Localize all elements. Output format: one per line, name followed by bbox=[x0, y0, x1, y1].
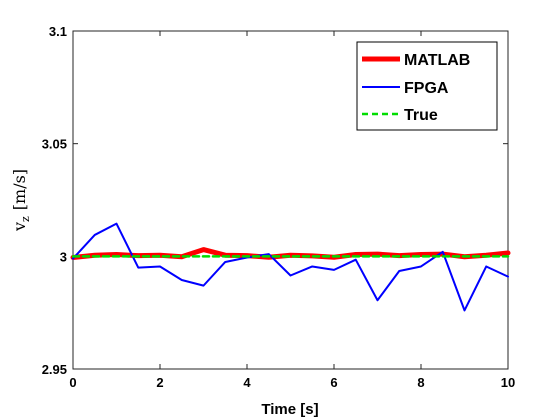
legend-fpga-label: FPGA bbox=[404, 80, 449, 97]
y-tick-label: 3.1 bbox=[49, 24, 67, 39]
x-tick-label: 2 bbox=[156, 375, 163, 390]
y-axis-label-units: [m/s] bbox=[10, 169, 29, 210]
x-tick-label: 4 bbox=[243, 375, 251, 390]
series-lines bbox=[70, 222, 511, 312]
x-tick-label: 0 bbox=[69, 375, 76, 390]
y-axis-label: vz [m/s] bbox=[10, 169, 32, 232]
legend-matlab-label: MATLAB bbox=[404, 52, 470, 69]
x-tick-label: 6 bbox=[330, 375, 337, 390]
x-axis-label: Time [s] bbox=[261, 401, 318, 418]
axis-ticks: 0 2 4 6 8 10 2.95 3 3.05 3.1 bbox=[42, 24, 516, 390]
legend-true-label: True bbox=[404, 107, 438, 124]
y-tick-label: 3 bbox=[60, 249, 67, 264]
y-tick-label: 3.05 bbox=[42, 137, 67, 152]
x-tick-label: 8 bbox=[417, 375, 424, 390]
y-tick-label: 2.95 bbox=[42, 362, 67, 377]
y-axis-label-sub: z bbox=[19, 216, 32, 222]
x-tick-label: 10 bbox=[501, 375, 515, 390]
y-axis-label-main: v bbox=[10, 222, 29, 232]
legend: MATLAB FPGA True bbox=[356, 41, 498, 131]
